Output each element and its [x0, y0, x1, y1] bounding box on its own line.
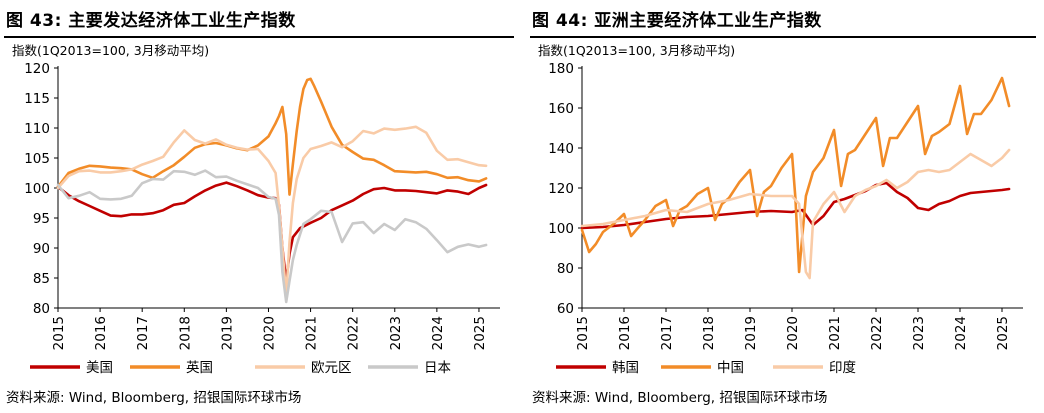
x-tick-label: 2021 [304, 316, 320, 350]
x-tick-label: 2024 [430, 316, 446, 350]
series-line-3 [56, 125, 488, 298]
x-tick-label: 2019 [219, 316, 235, 350]
x-tick-label: 2017 [659, 316, 675, 350]
x-tick-label: 2023 [911, 316, 927, 350]
y-axis-label: 指数(1Q2013=100, 3月移动平均) [538, 43, 735, 58]
y-tick-label: 100 [548, 221, 574, 237]
series-line-1 [580, 181, 1011, 230]
y-tick-label: 110 [24, 121, 50, 137]
x-tick-label: 2016 [617, 316, 633, 350]
legend-label: 欧元区 [311, 360, 352, 376]
x-tick-label: 2017 [135, 316, 151, 350]
figure-44-panel: 图 44: 亚洲主要经济体工业生产指数 指数(1Q2013=100, 3月移动平… [526, 0, 1044, 413]
figure-43-title-rule [4, 36, 514, 38]
x-tick-label: 2016 [93, 316, 109, 350]
y-tick-label: 90 [33, 241, 50, 257]
figure-43-source: 资料来源: Wind, Bloomberg, 招银国际环球市场 [6, 390, 302, 406]
x-tick-label: 2023 [388, 316, 404, 350]
x-tick-label: 2020 [261, 316, 277, 350]
series-line-2 [56, 77, 488, 196]
y-tick-label: 120 [24, 61, 50, 77]
series-line-4 [56, 169, 488, 304]
legend-label: 日本 [424, 360, 451, 376]
legend-label: 美国 [86, 360, 113, 376]
y-tick-label: 95 [33, 211, 50, 227]
legend-label: 英国 [186, 359, 213, 376]
y-tick-label: 160 [548, 101, 574, 117]
x-tick-label: 2025 [995, 316, 1011, 350]
series-line-2 [580, 76, 1011, 274]
x-tick-label: 2015 [51, 316, 67, 350]
y-tick-label: 60 [557, 301, 574, 317]
figure-44-chart: 指数(1Q2013=100, 3月移动平均) 60 80 100 120 140 160 18… [538, 43, 1023, 376]
y-tick-label: 80 [557, 261, 574, 277]
figure-44-title-rule [530, 36, 1036, 38]
x-tick-label: 2018 [177, 316, 193, 350]
figure-43-chart: 指数(1Q2013=100, 3月移动平均) 80 85 90 95 100 105 110 1… [12, 43, 500, 376]
y-tick-label: 105 [24, 151, 50, 167]
figure-44-source: 资料来源: Wind, Bloomberg, 招银国际环球市场 [532, 390, 828, 406]
y-tick-label: 120 [548, 181, 574, 197]
figure-43-title: 图 43: 主要发达经济体工业生产指数 [6, 11, 296, 31]
x-tick-label: 2025 [472, 316, 488, 350]
series-line-3 [580, 148, 1011, 280]
y-tick-label: 80 [33, 301, 50, 317]
figure-44-title: 图 44: 亚洲主要经济体工业生产指数 [532, 11, 822, 31]
x-tick-label: 2020 [785, 316, 801, 350]
x-tick-label: 2015 [575, 316, 591, 350]
x-tick-label: 2018 [701, 316, 717, 350]
legend-label: 中国 [717, 360, 744, 376]
legend-label: 印度 [829, 360, 856, 376]
x-tick-label: 2021 [827, 316, 843, 350]
legend-label: 韩国 [612, 360, 639, 376]
figure-43-panel: 图 43: 主要发达经济体工业生产指数 指数(1Q2013=100, 3月移动平… [4, 11, 514, 406]
x-tick-label: 2019 [743, 316, 759, 350]
x-tick-label: 2022 [869, 316, 885, 350]
y-tick-label: 140 [548, 141, 574, 157]
x-tick-label: 2024 [953, 316, 969, 350]
y-tick-label: 100 [24, 181, 50, 197]
y-tick-label: 115 [24, 91, 50, 107]
x-tick-label: 2022 [346, 316, 362, 350]
y-axis-label: 指数(1Q2013=100, 3月移动平均) [12, 43, 209, 58]
y-tick-label: 85 [33, 271, 50, 287]
y-tick-label: 180 [548, 61, 574, 77]
